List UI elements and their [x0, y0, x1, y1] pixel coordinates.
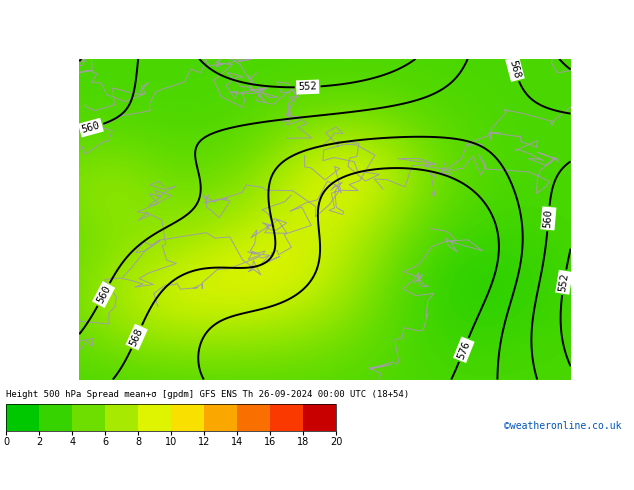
- Text: 560: 560: [95, 284, 112, 305]
- Text: 552: 552: [298, 82, 317, 93]
- Text: 560: 560: [543, 209, 554, 228]
- Text: Height 500 hPa Spread mean+σ [gpdm] GFS ENS Th 26-09-2024 00:00 UTC (18+54): Height 500 hPa Spread mean+σ [gpdm] GFS …: [6, 391, 410, 399]
- Text: 576: 576: [456, 339, 472, 360]
- Text: 560: 560: [81, 121, 101, 135]
- Text: 552: 552: [557, 272, 571, 293]
- Text: ©weatheronline.co.uk: ©weatheronline.co.uk: [504, 421, 621, 431]
- Text: 568: 568: [508, 59, 522, 79]
- Text: 568: 568: [128, 326, 145, 347]
